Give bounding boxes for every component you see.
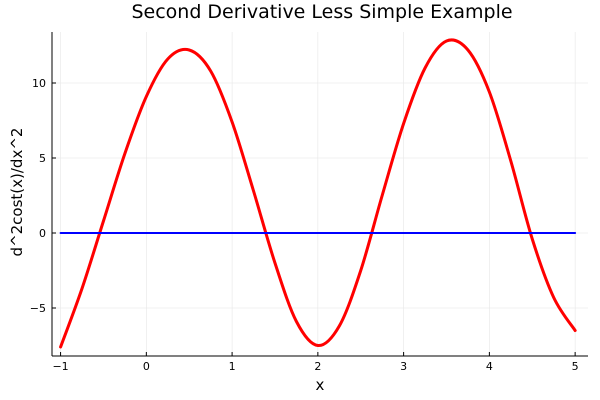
x-tick-label: 3 (400, 360, 407, 373)
y-tick-label: 10 (32, 77, 46, 90)
y-tick-label: 5 (39, 152, 46, 165)
y-tick-label: 0 (39, 227, 46, 240)
y-axis-title: d^2cost(x)/dx^2 (8, 128, 26, 257)
x-tick-label: 2 (314, 360, 321, 373)
x-tick-label: 4 (486, 360, 493, 373)
series-group (59, 38, 577, 349)
x-tick-label: 0 (143, 360, 150, 373)
series-line-red (59, 38, 577, 349)
x-tick-label: 1 (229, 360, 236, 373)
x-axis-title: x (316, 376, 325, 394)
ticks: −1 0 1 2 3 4 5 −5 0 5 10 (30, 77, 579, 373)
x-tick-label: −1 (52, 360, 68, 373)
x-tick-label: 5 (572, 360, 579, 373)
chart-title: Second Derivative Less Simple Example (131, 1, 512, 23)
grid (52, 32, 588, 356)
axes (51, 32, 588, 357)
y-tick-label: −5 (30, 302, 46, 315)
